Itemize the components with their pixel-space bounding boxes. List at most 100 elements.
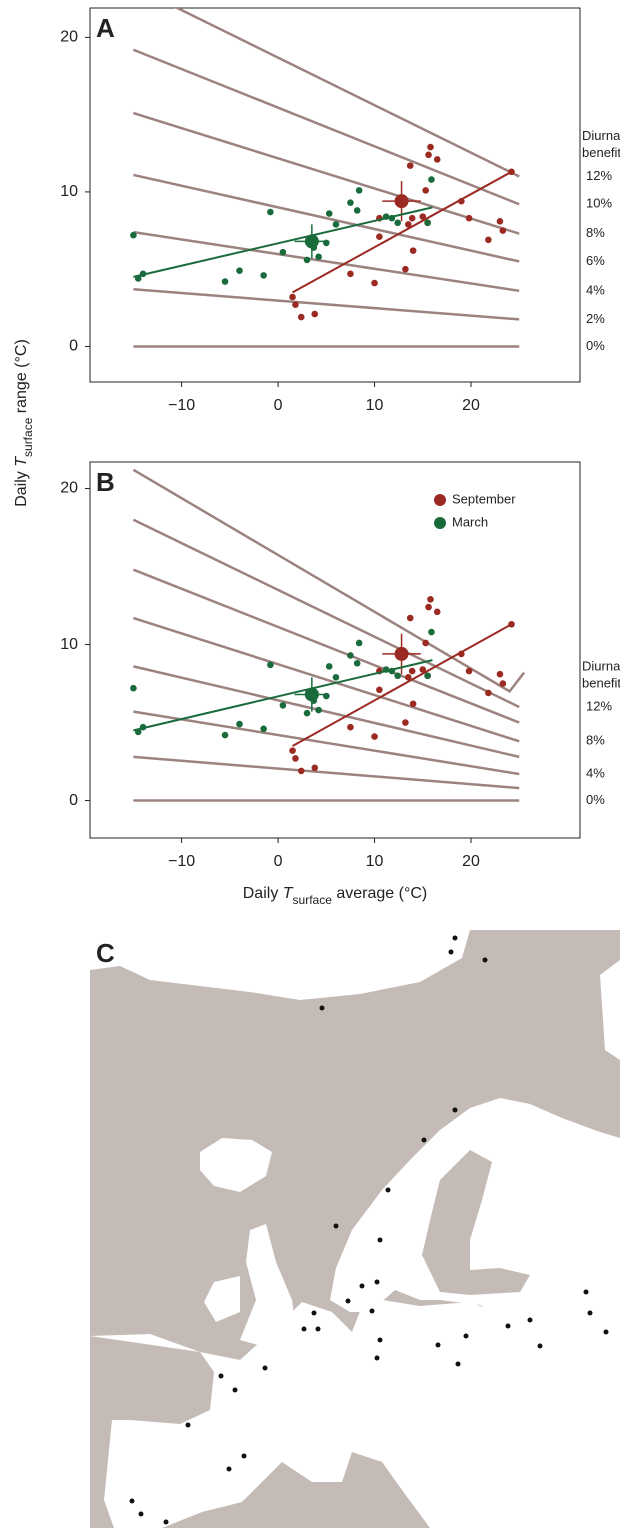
isoline: [133, 288, 520, 321]
isoline: [133, 230, 520, 293]
point: [353, 659, 361, 667]
point: [347, 723, 354, 731]
point: [260, 725, 267, 733]
isoline-label: 8%: [586, 733, 605, 748]
stations: [129, 935, 609, 1525]
fit-line: [292, 170, 512, 294]
point: [332, 674, 340, 681]
point: [347, 270, 354, 278]
isoline: [133, 616, 520, 743]
station: [138, 1511, 144, 1517]
point: [394, 219, 401, 227]
point: [267, 661, 274, 669]
sea: [210, 1482, 372, 1528]
station: [163, 1519, 169, 1525]
sea: [422, 1150, 530, 1295]
point: [221, 731, 229, 739]
point: [315, 706, 322, 714]
point: [465, 667, 473, 675]
y-tick-label: 10: [60, 636, 78, 653]
station: [527, 1317, 533, 1323]
point: [292, 301, 299, 309]
isoline: [132, 48, 520, 206]
legend-label: March: [452, 514, 488, 529]
land: [90, 1300, 620, 1528]
annotation: Diurnal: [582, 658, 620, 673]
point: [311, 310, 319, 318]
point: [260, 272, 267, 279]
point: [406, 162, 414, 169]
x-tick-label: 0: [274, 853, 283, 870]
point: [419, 213, 427, 220]
land: [600, 960, 620, 1060]
point: [353, 207, 361, 214]
station: [435, 1342, 441, 1348]
x-tick-label: 20: [462, 853, 480, 870]
point: [406, 614, 414, 622]
annotation: benefit: [582, 145, 620, 160]
station: [345, 1298, 351, 1304]
point: [297, 767, 305, 775]
isoline-label: 2%: [586, 311, 605, 326]
sea: [90, 1336, 214, 1424]
station: [452, 935, 458, 941]
station: [333, 1223, 339, 1229]
isoline: [133, 710, 520, 776]
isoline-label: 12%: [586, 168, 612, 183]
mean-point: [394, 194, 409, 209]
sea: [90, 1420, 114, 1528]
station: [315, 1326, 321, 1332]
y-tick-label: 10: [60, 183, 78, 200]
legend-label: September: [452, 491, 516, 506]
point: [292, 755, 299, 762]
station: [603, 1329, 609, 1335]
point: [433, 156, 441, 163]
point: [279, 702, 287, 709]
x-tick-label: 10: [366, 397, 384, 414]
axis-label-part: T: [13, 456, 30, 467]
mean-point: [394, 646, 409, 661]
y-tick-label: 0: [69, 792, 78, 809]
point: [424, 672, 431, 680]
axis-label-part: Daily: [13, 467, 30, 507]
axis-label: Daily Tsurface average (°C): [243, 885, 427, 907]
point: [405, 221, 412, 228]
map: C: [90, 930, 620, 1528]
point: [496, 217, 504, 225]
y-tick-label: 20: [60, 29, 78, 46]
station: [374, 1279, 380, 1285]
point: [289, 293, 296, 301]
point: [130, 684, 137, 692]
point: [332, 221, 340, 228]
fit-line: [133, 206, 433, 278]
point: [409, 700, 417, 708]
point: [236, 720, 243, 728]
y-tick-label: 0: [69, 338, 78, 355]
plot-frame: [89, 461, 581, 839]
land: [200, 1138, 272, 1192]
point: [499, 227, 507, 234]
point: [405, 674, 412, 681]
land: [204, 1276, 240, 1322]
point: [371, 279, 378, 287]
point: [425, 151, 432, 159]
point: [221, 278, 229, 285]
isoline-label: 6%: [586, 253, 605, 268]
point: [419, 666, 427, 673]
isoline: [132, 518, 520, 709]
isoline: [132, 568, 520, 724]
point: [355, 639, 363, 647]
point: [408, 667, 416, 675]
isolines: [132, 468, 526, 802]
point: [325, 210, 333, 217]
point: [376, 233, 383, 241]
station: [385, 1187, 391, 1193]
station: [537, 1343, 543, 1349]
point: [347, 652, 354, 659]
axis-label-part: range (°C): [13, 339, 30, 417]
isoline-label: 12%: [586, 698, 612, 713]
isoline-label: 10%: [586, 196, 612, 211]
point: [323, 239, 330, 247]
mean-point: [304, 234, 319, 249]
